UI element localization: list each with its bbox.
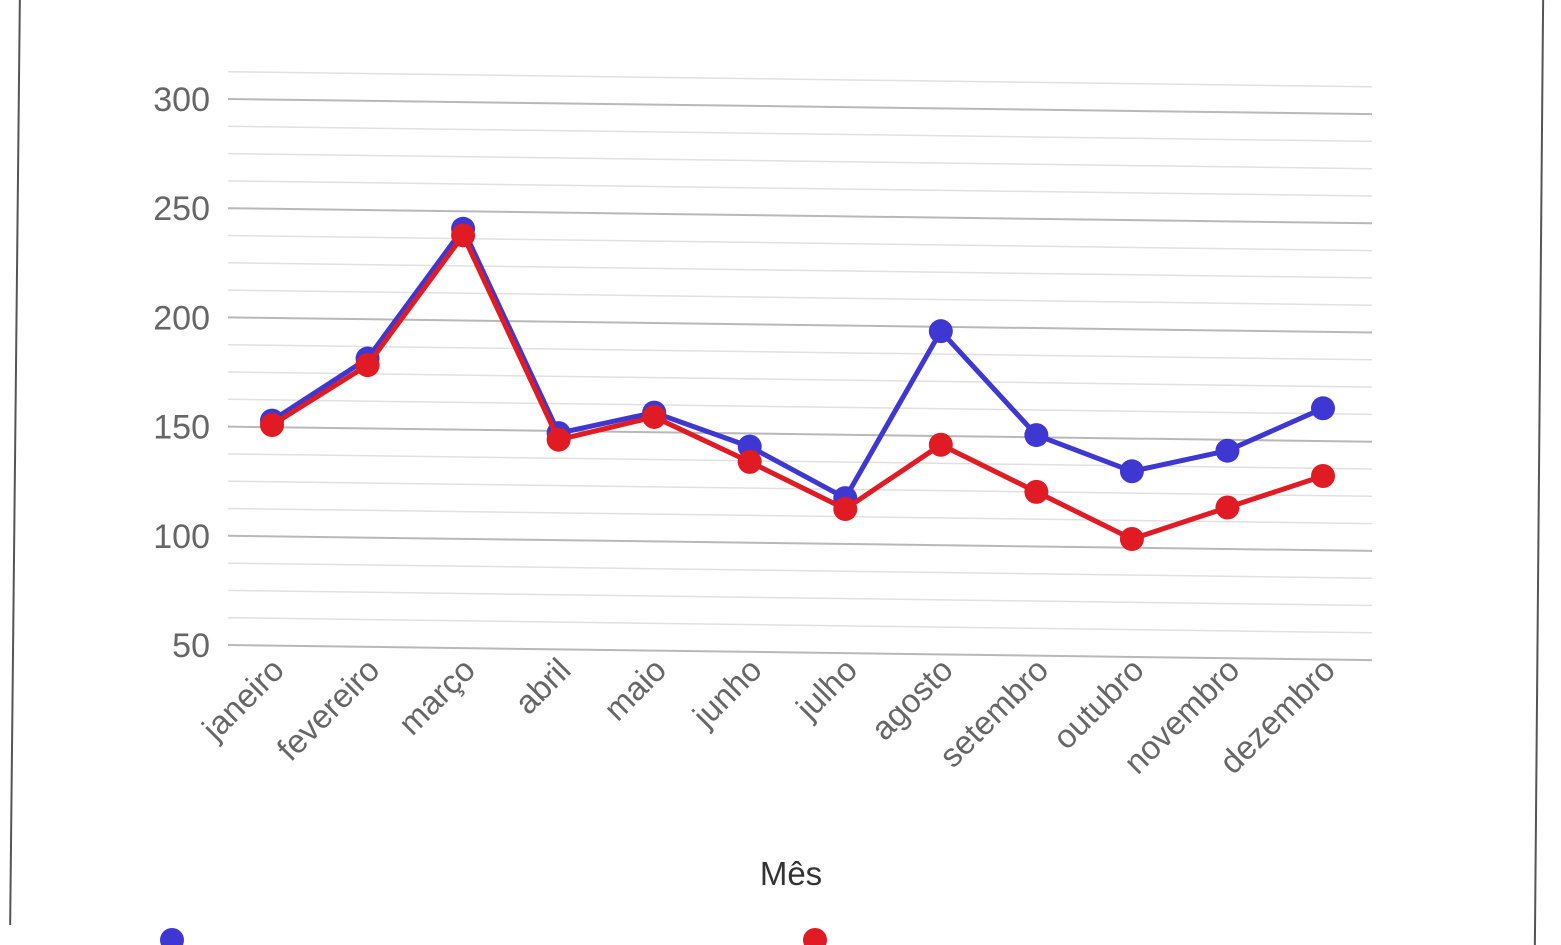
y-tick-label: 250 bbox=[153, 190, 210, 228]
data-point bbox=[1119, 526, 1144, 551]
x-tick-label: abril bbox=[507, 651, 577, 721]
legend-marker bbox=[803, 928, 827, 945]
minor-gridline bbox=[227, 262, 1373, 279]
y-tick-label: 150 bbox=[153, 409, 210, 447]
legend-item bbox=[160, 928, 184, 945]
data-point bbox=[1024, 423, 1049, 448]
data-point bbox=[1215, 495, 1240, 520]
x-tick-label: janeiro bbox=[194, 651, 291, 748]
series-line bbox=[270, 232, 1324, 542]
minor-gridline bbox=[227, 125, 1373, 143]
data-point bbox=[355, 353, 380, 378]
minor-gridline bbox=[227, 343, 1373, 361]
x-tick-label: julho bbox=[788, 651, 864, 727]
legend-marker bbox=[160, 928, 184, 945]
legend bbox=[160, 928, 827, 945]
major-gridline bbox=[227, 98, 1373, 116]
legend-item bbox=[803, 928, 827, 945]
data-point bbox=[833, 497, 858, 522]
x-axis-title: Mês bbox=[760, 855, 822, 892]
minor-gridline bbox=[227, 371, 1373, 388]
major-gridline bbox=[227, 207, 1373, 225]
minor-gridline bbox=[227, 616, 1373, 634]
major-gridline bbox=[227, 534, 1373, 552]
data-point bbox=[1215, 438, 1240, 463]
data-point bbox=[928, 319, 953, 344]
data-point bbox=[928, 432, 953, 457]
data-point bbox=[737, 449, 762, 474]
x-tick-label: fevereiro bbox=[270, 651, 387, 768]
minor-gridline bbox=[227, 70, 1373, 88]
data-point bbox=[642, 404, 667, 429]
series-2 bbox=[260, 223, 1335, 551]
x-tick-label: junho bbox=[685, 651, 769, 735]
minor-gridline bbox=[227, 398, 1373, 416]
grid-lines bbox=[227, 70, 1373, 662]
x-tick-label: agosto bbox=[864, 651, 960, 747]
data-point bbox=[451, 223, 476, 248]
minor-gridline bbox=[227, 562, 1373, 579]
minor-gridline bbox=[227, 289, 1373, 306]
x-tick-label: março bbox=[391, 651, 482, 742]
y-axis: 50 100 150 200 250 300 bbox=[153, 81, 210, 665]
data-point bbox=[546, 427, 571, 452]
minor-gridline bbox=[227, 234, 1373, 252]
major-gridline bbox=[227, 316, 1373, 334]
minor-gridline bbox=[227, 152, 1373, 170]
data-point bbox=[1311, 396, 1335, 421]
data-point bbox=[260, 412, 284, 437]
y-tick-label: 300 bbox=[153, 81, 210, 119]
data-point bbox=[1311, 463, 1335, 488]
data-point bbox=[1024, 479, 1049, 504]
y-tick-label: 100 bbox=[153, 518, 210, 556]
major-gridline bbox=[227, 425, 1373, 443]
data-point bbox=[1119, 459, 1144, 484]
y-tick-label: 200 bbox=[153, 299, 210, 337]
minor-gridline bbox=[227, 180, 1373, 197]
series-line bbox=[270, 226, 1325, 501]
y-tick-label: 50 bbox=[172, 627, 210, 665]
minor-gridline bbox=[227, 589, 1373, 607]
minor-gridline bbox=[227, 453, 1373, 470]
major-gridline bbox=[227, 644, 1373, 662]
series-layer bbox=[260, 216, 1335, 551]
x-tick-label: maio bbox=[596, 651, 673, 728]
